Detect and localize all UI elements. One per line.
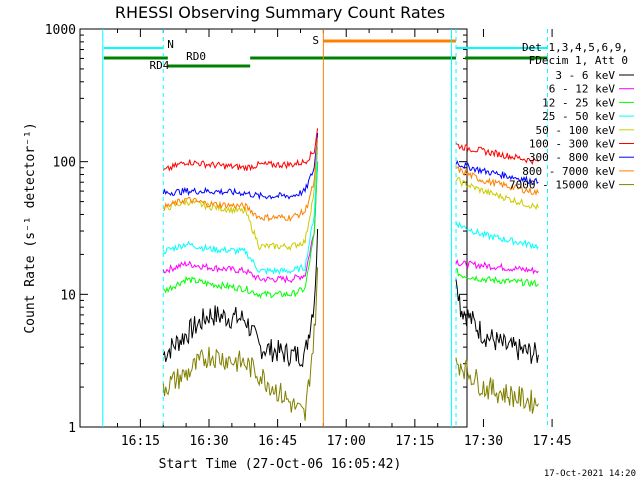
series-line-1 xyxy=(162,161,319,284)
series-line-7 xyxy=(455,165,539,197)
x-tick-label: 17:15 xyxy=(395,434,434,449)
series-line-4 xyxy=(455,177,539,211)
legend-entry: 50 - 100 keV xyxy=(536,124,616,137)
series-line-3 xyxy=(162,146,319,276)
x-tick-label: 17:45 xyxy=(533,434,572,449)
series-line-8 xyxy=(162,267,319,421)
series-line-2 xyxy=(163,162,319,299)
flag-label-rd0: RD0 xyxy=(186,50,206,63)
flag-label-n: N xyxy=(167,38,174,51)
x-tick-label: 16:30 xyxy=(189,434,228,449)
series-line-7 xyxy=(163,137,319,222)
series-line-8 xyxy=(455,357,539,414)
series-line-2 xyxy=(455,268,539,288)
x-tick-label: 16:15 xyxy=(121,434,160,449)
y-tick-label: 10 xyxy=(60,288,76,303)
chart-title: RHESSI Observing Summary Count Rates xyxy=(115,3,445,22)
series-line-3 xyxy=(455,221,539,250)
x-tick-label: 17:00 xyxy=(327,434,366,449)
x-tick-label: 16:45 xyxy=(258,434,297,449)
legend-entry: 12 - 25 keV xyxy=(542,96,615,109)
legend-entry: 25 - 50 keV xyxy=(542,110,615,123)
x-tick-label: 17:30 xyxy=(464,434,503,449)
series-line-5 xyxy=(162,128,319,172)
y-tick-label: 1 xyxy=(68,421,76,436)
series-line-1 xyxy=(455,258,539,275)
legend-entry: 800 - 7000 keV xyxy=(522,165,615,178)
y-tick-label: 1000 xyxy=(45,23,76,38)
x-axis-label: Start Time (27-Oct-06 16:05:42) xyxy=(159,457,402,472)
legend-header-line2: FDecim 1, Att 0 xyxy=(529,54,628,67)
series-line-6 xyxy=(162,132,319,201)
legend-entry: 300 - 800 keV xyxy=(529,151,615,164)
legend-entry: 3 - 6 keV xyxy=(555,69,615,82)
legend-entry: 100 - 300 keV xyxy=(529,138,615,151)
legend-entry: 7000 - 15000 keV xyxy=(509,179,615,192)
series-line-0 xyxy=(455,279,539,364)
y-tick-label: 100 xyxy=(53,156,76,171)
legend: Det 1,3,4,5,6,9, FDecim 1, Att 0 3 - 6 k… xyxy=(509,41,634,192)
y-axis-label: Count Rate (s⁻¹ detector⁻¹) xyxy=(23,122,38,333)
legend-entry: 6 - 12 keV xyxy=(549,83,616,96)
legend-header-line1: Det 1,3,4,5,6,9, xyxy=(522,41,628,54)
flag-label-s: S xyxy=(312,34,319,47)
series-line-6 xyxy=(455,160,539,185)
flag-label-rd4: RD4 xyxy=(150,59,170,72)
plot-area: 1 10 100 1000 16:15 16:30 16:45 17:00 17:15 17:30… xyxy=(45,23,572,449)
series-line-4 xyxy=(162,135,319,252)
plot-frame xyxy=(79,28,468,428)
series-line-0 xyxy=(162,228,319,368)
timestamp: 17-Oct-2021 14:20 xyxy=(544,469,636,479)
series-line-5 xyxy=(455,143,539,165)
